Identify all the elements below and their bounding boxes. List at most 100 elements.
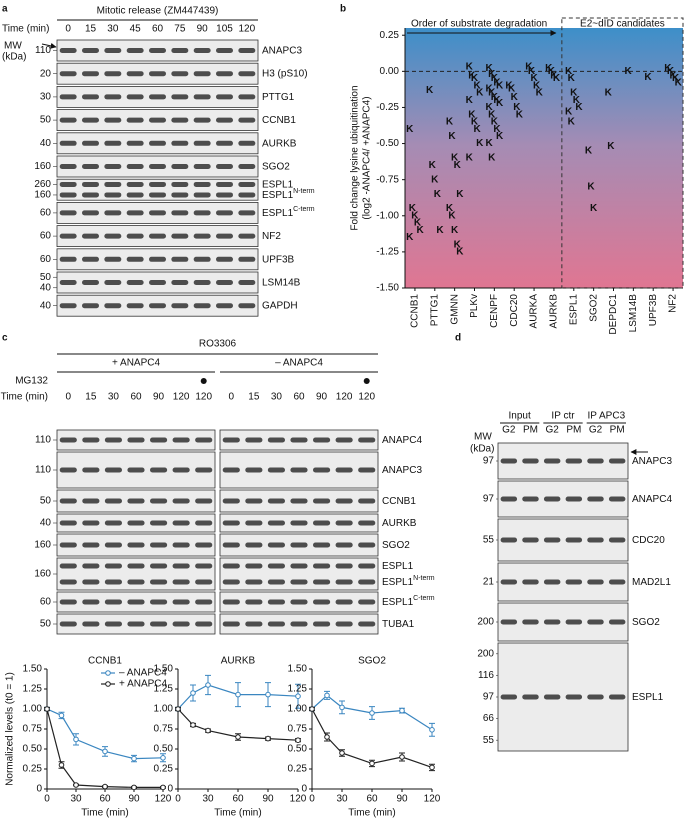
blot-band [216,164,233,169]
blot-band [104,164,122,169]
blot-band [608,579,626,585]
data-point: K [454,160,462,171]
blot-band [171,94,189,100]
blot-band [82,520,100,526]
protein-label: NF2 [262,231,281,242]
blot-band [267,579,286,585]
blot-band [500,496,518,502]
protein-label: ESPL1C-term [382,595,435,608]
protein-superscript: C-term [293,206,315,213]
protein-name: ANAPC4 [382,435,422,446]
data-point [58,712,65,719]
blot-band [587,458,604,464]
blot-band [172,467,190,473]
blot-band [238,181,256,187]
chart-title: AURKB [221,656,256,667]
y-tick-label: 0 [167,784,173,795]
lane-label: G2 [589,425,603,436]
x-tick-label: 60 [232,794,244,805]
panel-title: Mitotic release (ZM447439) [97,6,219,17]
blot-band [290,579,308,585]
blot-band [335,498,353,504]
protein-label: SGO2 [382,540,410,551]
blot-band [149,467,168,473]
blot-band [500,694,518,700]
x-tick-label: DEPDC1 [608,294,619,335]
blot-band [358,621,376,627]
x-axis-label: Time (min) [214,808,261,819]
legend-label: – ANAPC4 [119,668,167,679]
blot [497,642,629,752]
y-tick-label: -1.25 [376,247,399,258]
blot [497,562,629,602]
blot-band [82,621,100,627]
protein-label: CDC20 [632,535,665,546]
data-point: K [486,63,494,74]
x-tick-label: 60 [366,794,378,805]
mg132-dot [363,378,370,384]
blot-band [149,621,168,627]
blot-band [193,210,211,216]
data-point: K [417,225,425,236]
x-axis-label: Time (min) [81,808,128,819]
blot-band [59,520,77,526]
blot-band [522,537,539,543]
data-point: K [476,88,484,99]
group-label: IP ctr [551,411,575,422]
data-point: K [513,102,521,113]
protein-name: TUBA1 [382,619,415,630]
protein-name: ESPL1 [262,190,294,201]
blot-band [104,542,123,548]
protein-name: PTTG1 [262,92,295,103]
blot-band [195,563,213,569]
blot-band [312,621,331,627]
blot-band [565,579,583,585]
data-point: K [468,109,476,120]
protein-superscript: N-term [293,188,315,195]
mw-marker: 40 [40,518,52,529]
group-label: + ANAPC4 [112,358,161,369]
y-tick-label: 0.75 [154,724,174,735]
x-tick-label: NF2 [668,294,679,313]
data-point: K [644,72,652,83]
data-point: K [568,73,576,84]
x-tick-label: PLKv [469,294,480,318]
blot-band [59,48,77,53]
mw-label: (kDa) [2,52,26,63]
blot-band [195,520,213,526]
data-point: K [466,62,474,73]
blot-band [335,542,353,548]
data-point: K [488,88,496,99]
time-point: 60 [130,392,142,403]
blot-band [543,694,561,700]
mw-marker: 110 [35,435,51,446]
blot-band [59,579,77,585]
protein-name: SGO2 [382,540,410,551]
blot-band [59,256,77,262]
blot-band [149,164,166,169]
protein-label: UPF3B [262,254,295,265]
data-point: K [451,153,459,164]
data-point [369,710,375,716]
data-point: K [491,117,499,128]
y-axis-label: Fold change lysine ubiquitination [350,85,361,230]
blot-band [290,542,308,548]
blot-band [587,496,604,502]
blot-band [216,181,233,187]
blot-band [59,542,77,548]
data-point [190,690,196,696]
mg132-label: MG132 [15,376,48,387]
x-tick-label: 120 [424,794,441,805]
data-point [399,707,405,714]
data-point: K [496,80,504,91]
blot-band [59,280,77,285]
blot-band [312,542,331,548]
blot-band [290,563,308,569]
blot-band [543,619,561,625]
mw-marker: 200 [477,648,494,659]
blot-band [312,520,331,526]
data-point: K [530,73,538,84]
blot-band [149,181,166,187]
data-point: K [553,73,561,84]
data-point: K [575,102,583,113]
